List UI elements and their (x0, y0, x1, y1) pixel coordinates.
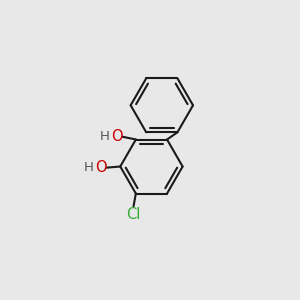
Text: Cl: Cl (126, 207, 141, 222)
Text: O: O (111, 129, 122, 144)
Text: H: H (100, 130, 110, 143)
Text: O: O (95, 160, 106, 175)
Text: H: H (84, 161, 94, 174)
